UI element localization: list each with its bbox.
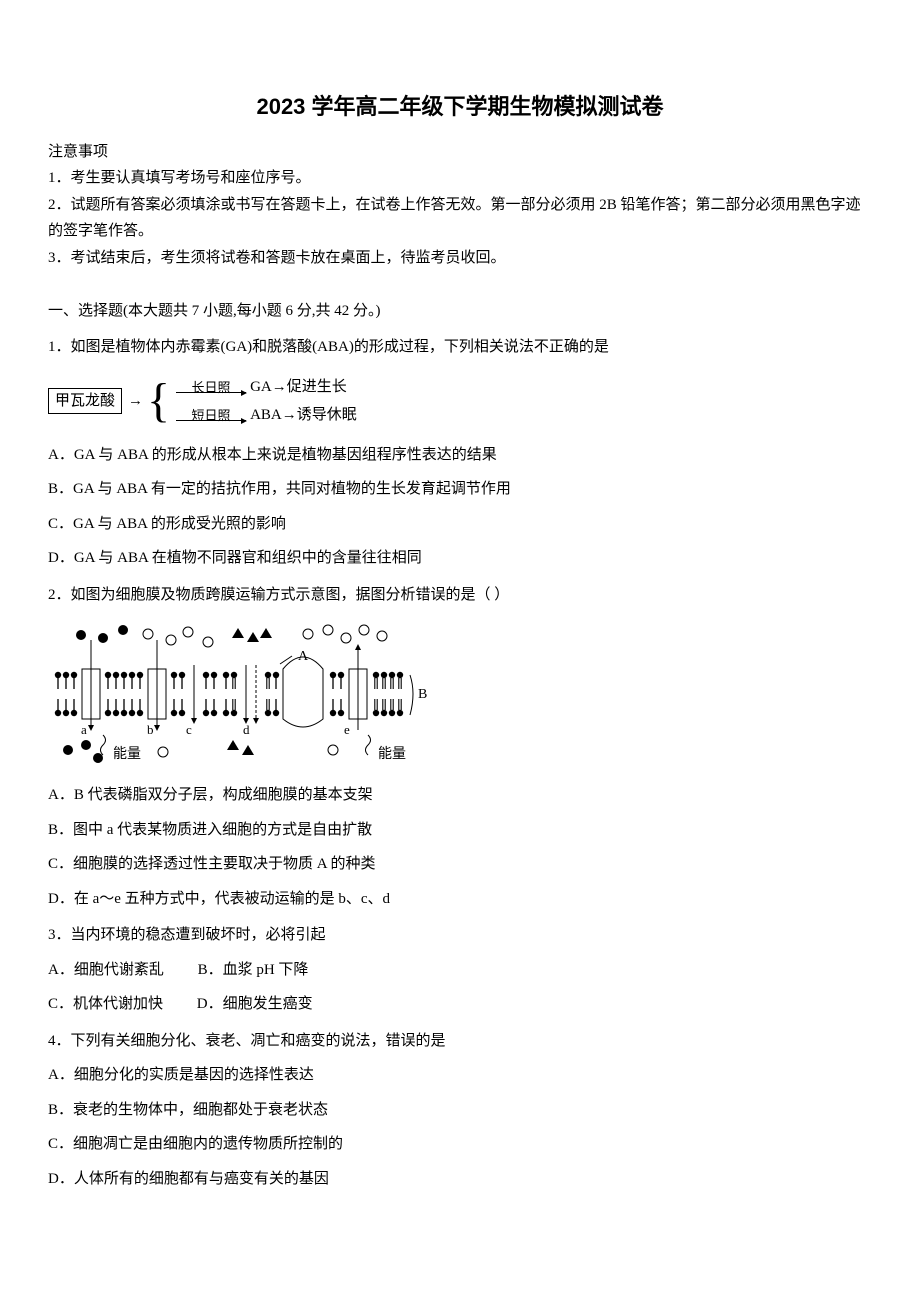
fig1-box-label: 甲瓦龙酸	[48, 388, 122, 415]
page-title: 2023 学年高二年级下学期生物模拟测试卷	[48, 90, 872, 123]
option-a: A．细胞分化的实质是基因的选择性表达	[48, 1064, 872, 1087]
option-c: C．机体代谢加快	[48, 993, 163, 1016]
notice-heading: 注意事项	[48, 141, 872, 164]
option-d: D．人体所有的细胞都有与癌变有关的基因	[48, 1168, 872, 1191]
fig2-label-big-b: B	[418, 687, 427, 702]
question-stem: 2．如图为细胞膜及物质跨膜运输方式示意图，据图分析错误的是（ ）	[48, 584, 872, 607]
option-d: D．GA 与 ABA 在植物不同器官和组织中的含量往往相同	[48, 547, 872, 570]
q2-figure: a b c d e A B 能量 能量	[48, 620, 872, 770]
option-row: A．细胞代谢紊乱 B．血浆 pH 下降	[48, 959, 872, 982]
section-heading: 一、选择题(本大题共 7 小题,每小题 6 分,共 42 分。)	[48, 300, 872, 323]
fig2-label-c: c	[186, 722, 192, 737]
option-b: B．衰老的生物体中，细胞都处于衰老状态	[48, 1099, 872, 1122]
fig2-label-d: d	[243, 722, 250, 737]
option-a: A．细胞代谢紊乱	[48, 959, 164, 982]
fig2-energy-label: 能量	[378, 746, 406, 762]
fig2-label-b: b	[147, 722, 154, 737]
q1-figure: 甲瓦龙酸 → { 长日照 GA→促进生长 短日照 ABA→诱导休眠	[48, 373, 872, 430]
question-stem: 3．当内环境的稳态遭到破坏时，必将引起	[48, 924, 872, 947]
option-row: C．机体代谢加快 D．细胞发生癌变	[48, 993, 872, 1016]
brace-icon: {	[147, 377, 170, 425]
option-d: D．在 a～e 五种方式中，代表被动运输的是 b、c、d	[48, 888, 872, 911]
option-a: A．B 代表磷脂双分子层，构成细胞膜的基本支架	[48, 784, 872, 807]
option-d: D．细胞发生癌变	[197, 993, 313, 1016]
arrow-icon: →	[128, 390, 143, 413]
question-stem: 4．下列有关细胞分化、衰老、凋亡和癌变的说法，错误的是	[48, 1030, 872, 1053]
option-b: B．血浆 pH 下降	[198, 959, 309, 982]
option-a: A．GA 与 ABA 的形成从根本上来说是植物基因组程序性表达的结果	[48, 444, 872, 467]
fig2-label-e: e	[344, 722, 350, 737]
fig2-energy-label: 能量	[113, 746, 141, 762]
fig1-top-result: GA→促进生长	[250, 373, 347, 402]
option-b: B．GA 与 ABA 有一定的拮抗作用，共同对植物的生长发育起调节作用	[48, 478, 872, 501]
labeled-arrow-icon: 长日照	[176, 381, 246, 393]
labeled-arrow-icon: 短日照	[176, 409, 246, 421]
notice-item: 2．试题所有答案必须填涂或书写在答题卡上，在试卷上作答无效。第一部分必须用 2B…	[48, 193, 872, 244]
option-c: C．细胞膜的选择透过性主要取决于物质 A 的种类	[48, 853, 872, 876]
option-c: C．GA 与 ABA 的形成受光照的影响	[48, 513, 872, 536]
option-b: B．图中 a 代表某物质进入细胞的方式是自由扩散	[48, 819, 872, 842]
fig1-bottom-result: ABA→诱导休眠	[250, 401, 357, 430]
fig2-label-a: a	[81, 722, 87, 737]
question-stem: 1．如图是植物体内赤霉素(GA)和脱落酸(ABA)的形成过程，下列相关说法不正确…	[48, 336, 872, 359]
option-c: C．细胞凋亡是由细胞内的遗传物质所控制的	[48, 1133, 872, 1156]
fig2-label-big-a: A	[298, 649, 309, 664]
notice-item: 1．考生要认真填写考场号和座位序号。	[48, 166, 872, 192]
notice-item: 3．考试结束后，考生须将试卷和答题卡放在桌面上，待监考员收回。	[48, 246, 872, 272]
